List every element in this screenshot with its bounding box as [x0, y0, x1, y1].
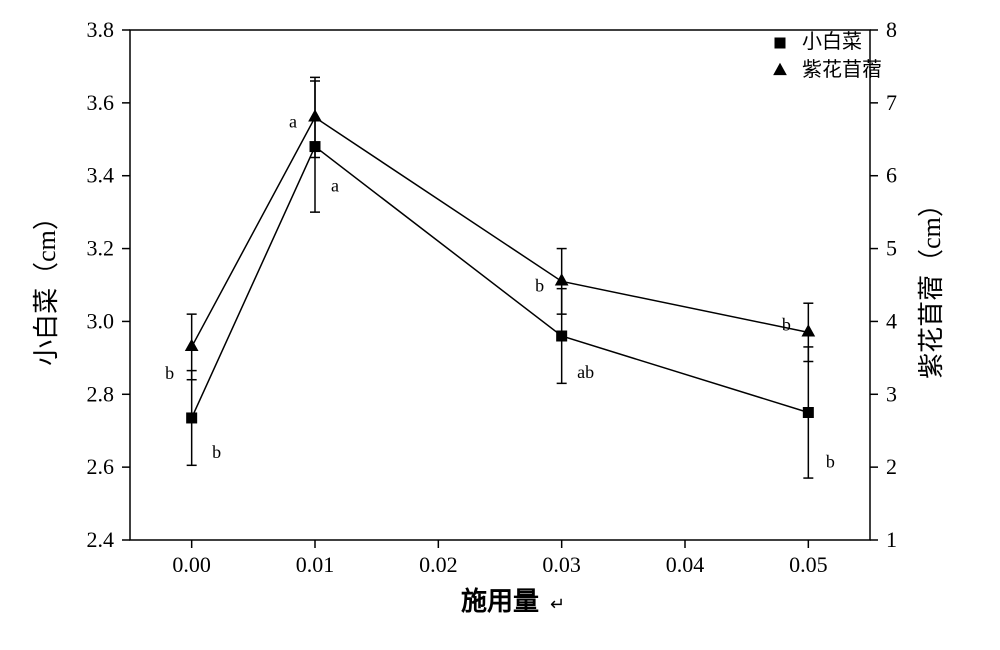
dual-axis-line-chart: 0.00 0.01 0.02 0.03 0.04 0.05 施用量 ↵ 2.4 2.6 2.8 3.0… — [0, 0, 1000, 650]
series-line-紫花苜蓿 — [192, 117, 809, 346]
marker-triangle — [309, 110, 321, 121]
y-left-tick-label: 3.4 — [87, 163, 115, 188]
y-right-tick-label: 3 — [886, 381, 897, 406]
y-left-axis-title: 小白菜（cm） — [32, 204, 61, 366]
plot-frame — [130, 30, 870, 540]
x-tick-label: 0.00 — [172, 552, 211, 577]
x-tick-label: 0.05 — [789, 552, 828, 577]
marker-square — [803, 408, 813, 418]
marker-square — [187, 413, 197, 423]
y-left-tick-label: 2.8 — [87, 381, 115, 406]
significance-label: b — [535, 275, 544, 295]
series-line-小白菜 — [192, 147, 809, 418]
marker-triangle — [556, 274, 568, 285]
significance-label: b — [782, 314, 791, 334]
y-left-tick-label: 3.8 — [87, 17, 115, 42]
significance-label: ab — [577, 362, 594, 382]
y-right-axis-title: 紫花苜蓿（cm） — [917, 191, 946, 379]
y-right-tick-label: 5 — [886, 236, 897, 261]
significance-label: b — [212, 442, 221, 462]
chart-container: 0.00 0.01 0.02 0.03 0.04 0.05 施用量 ↵ 2.4 2.6 2.8 3.0… — [0, 0, 1000, 650]
y-left-tick-label: 3.0 — [87, 308, 115, 333]
x-tick-label: 0.02 — [419, 552, 458, 577]
legend-label: 小白菜 — [802, 30, 862, 53]
y-right-tick-label: 6 — [886, 163, 897, 188]
significance-label: a — [331, 176, 339, 196]
significance-label: b — [165, 363, 174, 383]
x-tick-label: 0.03 — [542, 552, 581, 577]
y-left-tick-label: 2.4 — [87, 527, 115, 552]
y-right-tick-label: 7 — [886, 90, 897, 115]
marker-triangle — [186, 340, 198, 351]
x-tick-label: 0.04 — [666, 552, 705, 577]
y-right-tick-label: 1 — [886, 527, 897, 552]
y-left-tick-label: 3.2 — [87, 236, 115, 261]
marker-square — [557, 331, 567, 341]
x-axis-title-suffix: ↵ — [550, 594, 565, 614]
legend-marker-square — [775, 38, 785, 48]
y-right-tick-label: 4 — [886, 308, 897, 333]
x-axis-title: 施用量 — [461, 586, 539, 616]
marker-triangle — [802, 325, 814, 336]
y-right-tick-label: 8 — [886, 17, 897, 42]
significance-label: a — [289, 111, 297, 131]
legend-label: 紫花苜蓿 — [802, 58, 882, 81]
y-right-tick-label: 2 — [886, 454, 897, 479]
legend-marker-triangle — [774, 64, 786, 75]
significance-label: b — [826, 452, 835, 472]
y-left-tick-label: 2.6 — [87, 454, 115, 479]
y-left-tick-label: 3.6 — [87, 90, 115, 115]
x-tick-label: 0.01 — [296, 552, 335, 577]
